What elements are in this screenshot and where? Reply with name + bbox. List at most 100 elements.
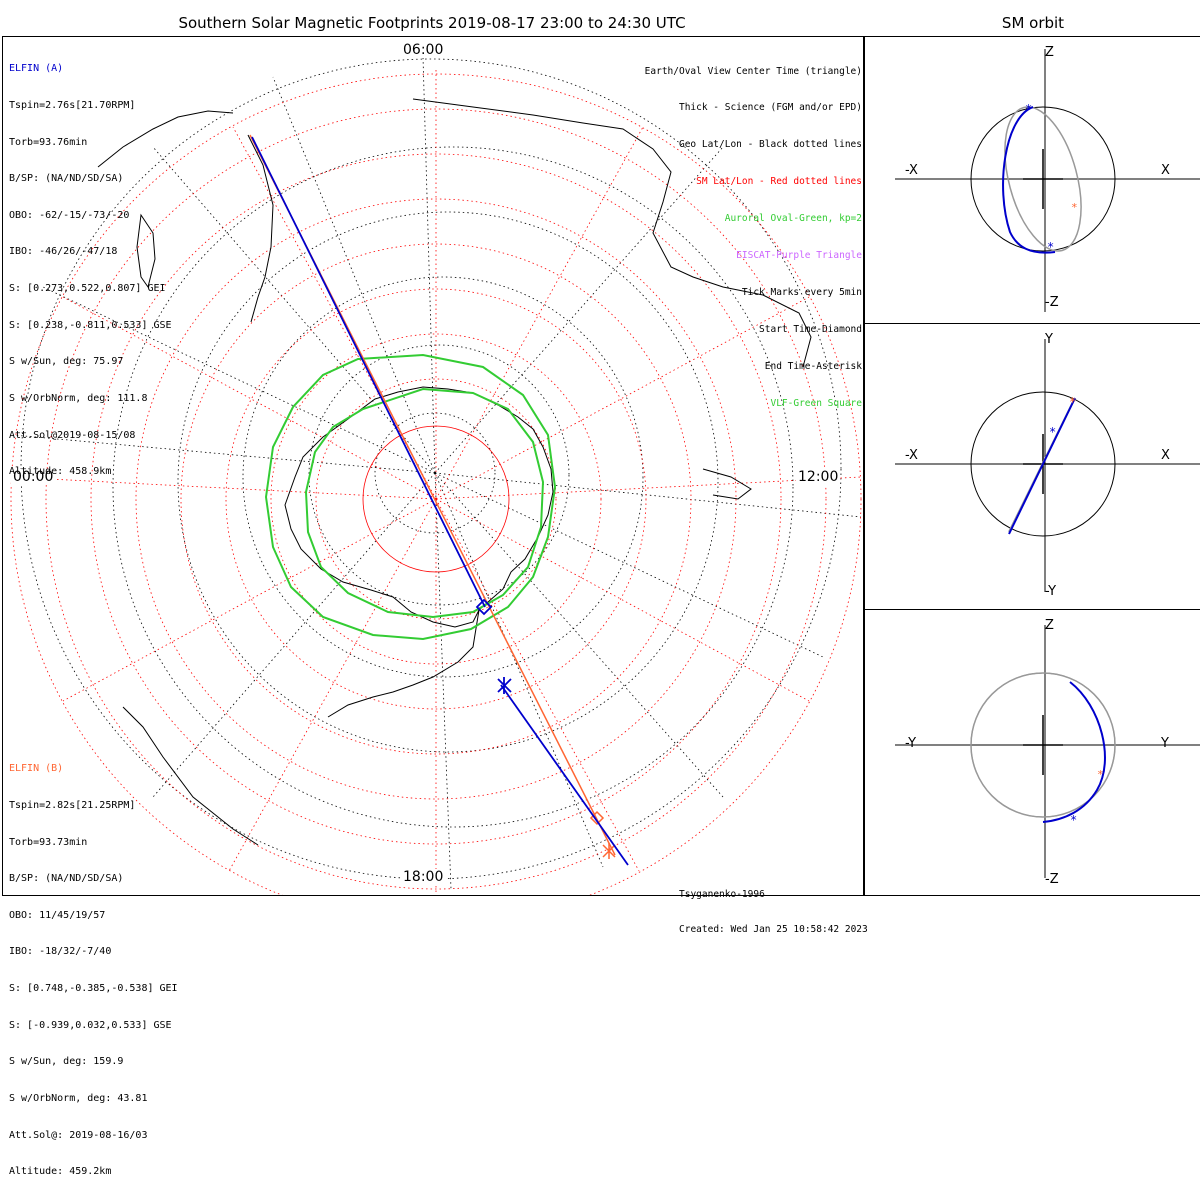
elfin-a-marker: * [1070,813,1077,827]
axis-label-bottom: -Z [1045,295,1059,310]
credits: Tsyganenko-1996 Created: Wed Jan 25 10:5… [679,866,868,947]
elfin-a-line: IBO: -46/26/-47/18 [9,246,118,258]
sm-lon-line [10,476,437,500]
legend-item: Thick - Science (FGM and/or EPD) [678,102,862,114]
elfin-b-orbit [1004,106,1082,252]
legend-item: EISCAT-Purple Triangle [736,250,862,262]
geo-lat-circle [242,276,644,678]
orbit-panel-xz: * * * Z -Z -X X [864,36,1200,324]
elfin-a-orbit [1008,397,1076,535]
orbit-plot-yz: * * [895,625,1200,878]
axis-label-right: X [1161,448,1170,463]
elfin-a-marker: * [1025,102,1032,116]
sm-lon-line [435,476,862,500]
axis-label-right: Y [1161,736,1169,751]
elfin-a-line: Altitude: 458.9km [9,466,112,478]
elfin-b-line: Altitude: 459.2km [9,1166,112,1178]
sm-lat-circle [315,378,557,620]
auroral-oval-outer [264,353,557,641]
elfin-a-line: S w/OrbNorm, deg: 111.8 [9,392,148,404]
sm-lon-line [435,296,810,500]
elfin-b-line: OBO: 11/45/19/57 [9,909,106,921]
geo-lat-lon-grid [12,56,862,890]
orbit-panel-yz: * * Z -Z -Y Y [864,610,1200,896]
sm-lon-line [228,498,437,872]
antarctic-peninsula-coastline [327,609,480,718]
orbit-plot-xz: * * * [895,49,1200,312]
elfin-b-line: IBO: -18/32/-7/40 [9,946,112,958]
orbit-panel-xy: * * Y -Y -X X [864,324,1200,610]
earth-circle [970,106,1116,252]
geo-lon-line [434,146,724,474]
page-title: Southern Solar Magnetic Footprints 2019-… [178,14,686,32]
sm-lon-line [435,126,644,500]
elfin-a-end-asterisk [497,677,512,694]
axis-label-left: -Y [905,736,917,751]
orbit-plot-xy: * * [895,339,1200,592]
elfin-b-marker: * [1071,201,1078,214]
australia-coastline [412,98,812,368]
elfin-a-footprint-line [251,136,486,608]
axis-label-top: Z [1045,45,1054,60]
sm-lon-line [62,296,437,500]
geo-lon-line [152,146,436,474]
axis-label-right: X [1161,163,1170,178]
elfin-b-orbit [970,672,1116,818]
legend-item: Auroral Oval-Green, kp=2 [724,213,862,225]
axis-label-bottom: -Z [1045,872,1059,887]
axis-label-left: -X [905,448,918,463]
elfin-a-footprint-line [500,684,629,866]
elfin-a-start-diamond [475,598,493,616]
elfin-b-line: Torb=93.73min [9,836,88,848]
elfin-a-marker: * [1047,240,1054,254]
earth-circle [970,391,1116,537]
elfin-a-line: Torb=93.76min [9,136,88,148]
elfin-a-line: S w/Sun, deg: 75.97 [9,356,124,368]
elfin-b-line: S w/OrbNorm, deg: 43.81 [9,1092,148,1104]
sm-lon-line [232,126,437,500]
legend-item: End Time-Asterisk [764,360,862,372]
axis-label-top: Z [1045,618,1054,633]
elfin-a-line: S: [0.238,-0.811,0.533] GSE [9,319,172,331]
credit-model: Tsyganenko-1996 [679,889,765,900]
legend-item: VLF-Green Square [770,397,862,409]
elfin-b-line: S w/Sun, deg: 159.9 [9,1056,124,1068]
elfin-b-end-asterisk [602,843,616,859]
axis-label-bottom: -Y [1045,584,1057,599]
sm-lat-circle [90,153,782,845]
auroral-ovals [264,353,557,641]
legend: Earth/Oval View Center Time (triangle) T… [645,41,862,422]
elfin-b-line: S: [0.748,-0.385,-0.538] GEI [9,983,178,995]
elfin-b-info: ELFIN (B) Tspin=2.82s[21.25RPM] Torb=93.… [9,739,178,1191]
sm-lat-circle [270,333,602,665]
mlt-label-bottom: 18:00 [401,869,446,885]
geo-lat-circle [374,412,496,534]
geo-lat-circle [308,344,570,606]
geo-lat-circle [112,146,794,828]
axis-label-left: -X [905,163,918,178]
africa-coastline [97,110,234,168]
elfin-a-orbit [1042,681,1106,823]
elfin-a-line: Tspin=2.76s[21.70RPM] [9,100,136,112]
footprint-map [10,56,862,895]
footprint-map-panel: 06:00 00:00 12:00 18:00 [2,36,864,896]
legend-item: Geo Lat/Lon - Black dotted lines [678,139,862,151]
geo-lon-line [152,472,436,798]
mlt-label-top: 06:00 [401,42,446,58]
geo-lon-line [434,472,604,868]
mlt-label-left: 00:00 [11,469,56,485]
sm-lat-circle [180,243,692,755]
elfin-b-line: Tspin=2.82s[21.25RPM] [9,800,136,812]
geo-lon-line [272,76,436,474]
coastlines [97,98,812,846]
elfin-a-marker: * [1049,425,1056,439]
elfin-b-marker: * [1069,395,1076,409]
elfin-a-name: ELFIN (A) [9,63,64,75]
elfin-a-orbit [1002,106,1056,254]
sm-lon-line [435,498,640,872]
elfin-b-line: Att.Sol@: 2019-08-16/03 [9,1129,148,1141]
elfin-a-line: Att.Sol@2019-08-15/08 [9,429,136,441]
south-america-coastline [247,134,274,323]
elfin-a-line: OBO: -62/-15/-73/-20 [9,209,130,221]
legend-item: SM Lat/Lon - Red dotted lines [696,176,862,188]
